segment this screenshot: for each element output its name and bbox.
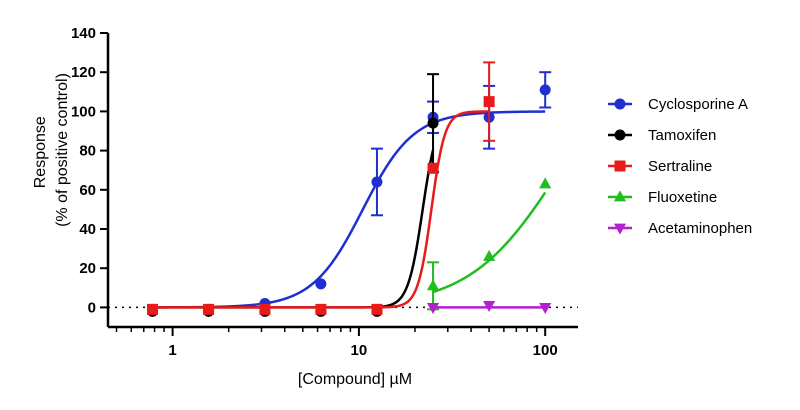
point-sertraline bbox=[483, 96, 495, 108]
point-sertraline bbox=[315, 303, 327, 315]
point-fluoxetine bbox=[539, 177, 552, 189]
y-tick-label: 20 bbox=[79, 260, 96, 277]
y-tick-label: 80 bbox=[79, 143, 96, 160]
fit-curve-fluoxetine bbox=[432, 191, 547, 294]
data-points bbox=[147, 61, 552, 317]
fit-curve-tamoxifen bbox=[152, 149, 435, 309]
fit-curve-sertraline bbox=[152, 110, 490, 309]
point-cyclosporine-a bbox=[371, 176, 383, 188]
legend-label-sertraline: Sertraline bbox=[648, 158, 712, 175]
point-tamoxifen bbox=[427, 117, 439, 129]
point-acetaminophen bbox=[539, 303, 552, 314]
point-sertraline bbox=[427, 162, 439, 174]
y-axis-title-line-1: Response bbox=[32, 116, 49, 188]
legend-label-tamoxifen: Tamoxifen bbox=[648, 127, 716, 144]
y-axis-title: Response (% of positive control) bbox=[32, 73, 71, 227]
point-acetaminophen bbox=[483, 301, 496, 313]
point-acetaminophen bbox=[426, 303, 440, 314]
y-tick-label: 100 bbox=[71, 103, 96, 120]
point-cyclosporine-a bbox=[539, 84, 551, 96]
legend-marker-acetaminophen bbox=[613, 223, 627, 235]
point-sertraline bbox=[371, 303, 383, 315]
legend-label-fluoxetine: Fluoxetine bbox=[648, 189, 717, 206]
legend-marker-tamoxifen bbox=[614, 129, 626, 141]
y-tick-label: 0 bbox=[88, 299, 96, 316]
y-tick-label: 120 bbox=[71, 64, 96, 81]
y-tick-label: 40 bbox=[79, 221, 96, 238]
x-tick-label: 100 bbox=[533, 342, 558, 359]
y-tick-label: 140 bbox=[71, 25, 96, 42]
legend: Cyclosporine A Tamoxifen Sertraline Fluoxet… bbox=[608, 96, 752, 237]
y-axis-title-line-2: (% of positive control) bbox=[54, 73, 71, 227]
x-axis-title: [Compound] µM bbox=[298, 371, 412, 388]
x-tick-label: 1 bbox=[168, 342, 176, 359]
legend-marker-fluoxetine bbox=[613, 190, 627, 202]
point-cyclosporine-a bbox=[315, 278, 327, 290]
legend-marker-cyclosporine-a bbox=[614, 98, 626, 110]
legend-label-acetaminophen: Acetaminophen bbox=[648, 220, 752, 237]
legend-label-cyclosporine-a: Cyclosporine A bbox=[648, 96, 748, 113]
point-fluoxetine bbox=[426, 279, 440, 291]
point-sertraline bbox=[259, 303, 271, 315]
point-sertraline bbox=[203, 303, 215, 315]
legend-marker-sertraline bbox=[614, 160, 626, 172]
x-tick-label: 10 bbox=[351, 342, 368, 359]
axes: 0 20 40 60 80 100 120 140 1 10 100 bbox=[71, 25, 578, 359]
point-fluoxetine bbox=[483, 249, 496, 261]
point-sertraline bbox=[147, 303, 159, 315]
y-tick-label: 60 bbox=[79, 182, 96, 199]
